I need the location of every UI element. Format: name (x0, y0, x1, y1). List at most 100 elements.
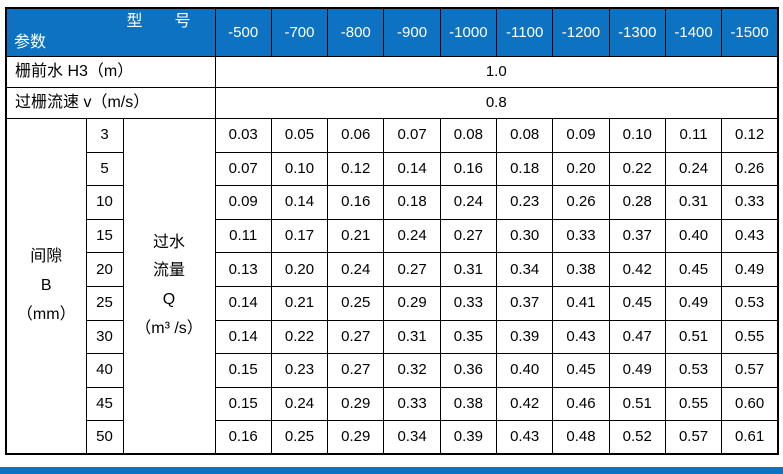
flow-value-cell: 0.21 (327, 218, 385, 254)
model-header-cell: -1400 (664, 7, 723, 57)
data-row: 20 0.13 0.20 0.24 0.27 0.31 0.34 0.38 0.42 0.45 0.… (6, 252, 779, 287)
flow-value-cell: 0.15 (214, 386, 272, 422)
flow-value-cell: 0.24 (664, 151, 723, 187)
flow-value-cell: 0.57 (721, 353, 779, 388)
flow-value-cell: 0.24 (270, 386, 329, 422)
gap-value-cell: 15 (85, 218, 124, 254)
flow-value-cell: 0.14 (214, 319, 272, 355)
flow-value-cell: 0.29 (383, 285, 441, 321)
flow-value-cell: 0.60 (721, 386, 779, 422)
flow-value-cell: 0.35 (439, 319, 498, 355)
flow-value-cell: 0.45 (664, 252, 723, 287)
flow-value-cell: 0.31 (439, 252, 498, 287)
flow-value-cell: 0.17 (270, 218, 329, 254)
gap-value-cell: 30 (85, 319, 124, 355)
flow-value-cell: 0.23 (496, 185, 554, 220)
gap-value-cell: 40 (85, 353, 124, 388)
flow-value-cell: 0.14 (383, 151, 441, 187)
flow-value-cell: 0.26 (552, 185, 610, 220)
model-header-cell: -1000 (439, 7, 498, 57)
flow-value-cell: 0.20 (552, 151, 610, 187)
flow-value-cell: 0.26 (721, 151, 779, 187)
flow-value-cell: 0.15 (214, 353, 272, 388)
bottom-blue-bar (0, 467, 783, 474)
model-header-cell: -900 (383, 7, 441, 57)
flow-value-cell: 0.51 (608, 386, 666, 422)
param-value-water-depth: 1.0 (214, 56, 779, 88)
data-row: 5 0.07 0.10 0.12 0.14 0.16 0.18 0.20 0.22 0.24 0.2… (6, 151, 779, 187)
flow-value-cell: 0.18 (496, 151, 554, 187)
flow-value-cell: 0.13 (214, 252, 272, 287)
flow-value-cell: 0.07 (214, 151, 272, 187)
param-value-velocity: 0.8 (214, 87, 779, 119)
flow-value-cell: 0.25 (270, 420, 329, 455)
corner-header-cell: 型 号 参数 (5, 7, 216, 57)
flow-value-cell: 0.09 (214, 185, 272, 220)
gap-value-cell: 45 (85, 386, 124, 422)
flow-value-cell: 0.40 (664, 218, 723, 254)
flow-column-header: 过水 流量 Q （m³ /s） (122, 118, 216, 455)
flow-value-cell: 0.49 (721, 252, 779, 287)
flow-value-cell: 0.31 (664, 185, 723, 220)
flow-value-cell: 0.14 (214, 285, 272, 321)
flow-value-cell: 0.09 (552, 118, 610, 153)
gap-value-cell: 20 (85, 252, 124, 287)
flow-value-cell: 0.03 (214, 118, 272, 153)
flow-value-cell: 0.24 (439, 185, 498, 220)
flow-value-cell: 0.20 (270, 252, 329, 287)
gap-value-cell: 25 (85, 285, 124, 321)
flow-value-cell: 0.41 (552, 285, 610, 321)
flow-value-cell: 0.10 (608, 118, 666, 153)
flow-value-cell: 0.12 (327, 151, 385, 187)
flow-value-cell: 0.16 (214, 420, 272, 455)
corner-param-label: 参数 (14, 33, 47, 51)
corner-model-label: 型 号 (126, 13, 191, 30)
flow-value-cell: 0.08 (439, 118, 498, 153)
model-header-cell: -800 (327, 7, 385, 57)
flow-value-cell: 0.34 (383, 420, 441, 455)
flow-value-cell: 0.06 (327, 118, 385, 153)
flow-value-cell: 0.27 (327, 353, 385, 388)
data-row: 间隙 B （mm） 3 过水 流量 Q （m³ /s） 0.03 0.05 0.06 0.0… (5, 118, 779, 455)
param-label-velocity: 过栅流速 v（m/s） (5, 87, 216, 119)
data-row: 15 0.11 0.17 0.21 0.24 0.27 0.30 0.33 0.37 0.40 0.… (6, 218, 779, 254)
flow-value-cell: 0.40 (496, 353, 554, 388)
spec-table: 型 号 参数 -500 -700 -800 -900 -1000 -1100 -1200 -1… (5, 7, 779, 456)
flow-value-cell: 0.29 (327, 386, 385, 422)
model-header-cell: -1100 (496, 7, 554, 57)
flow-value-cell: 0.28 (608, 185, 666, 220)
flow-value-cell: 0.52 (608, 420, 666, 455)
flow-value-cell: 0.53 (721, 285, 779, 321)
header-row: 型 号 参数 -500 -700 -800 -900 -1000 -1100 -1200 -1… (5, 7, 779, 57)
flow-value-cell: 0.46 (552, 386, 610, 422)
flow-value-cell: 0.22 (608, 151, 666, 187)
flow-value-cell: 0.42 (608, 252, 666, 287)
model-header-cell: -1500 (721, 7, 779, 57)
flow-value-cell: 0.16 (327, 185, 385, 220)
flow-value-cell: 0.38 (439, 386, 498, 422)
data-row: 30 0.14 0.22 0.27 0.31 0.35 0.39 0.43 0.47 0.51 0.… (6, 319, 779, 355)
flow-value-cell: 0.08 (496, 118, 554, 153)
flow-value-cell: 0.43 (552, 319, 610, 355)
gap-column-header: 间隙 B （mm） (5, 118, 87, 455)
flow-value-cell: 0.55 (721, 319, 779, 355)
flow-value-cell: 0.27 (439, 218, 498, 254)
flow-value-cell: 0.29 (327, 420, 385, 455)
model-header-cell: -1200 (552, 7, 610, 57)
flow-value-cell: 0.39 (439, 420, 498, 455)
flow-value-cell: 0.47 (608, 319, 666, 355)
flow-value-cell: 0.23 (270, 353, 329, 388)
flow-value-cell: 0.34 (496, 252, 554, 287)
model-header-cell: -700 (270, 7, 329, 57)
flow-value-cell: 0.24 (327, 252, 385, 287)
flow-value-cell: 0.14 (270, 185, 329, 220)
flow-value-cell: 0.49 (664, 285, 723, 321)
flow-value-cell: 0.22 (270, 319, 329, 355)
flow-value-cell: 0.51 (664, 319, 723, 355)
param-row-water-depth: 栅前水 H3（m） 1.0 (5, 56, 779, 88)
flow-value-cell: 0.55 (664, 386, 723, 422)
model-header-cell: -500 (214, 7, 272, 57)
flow-value-cell: 0.43 (721, 218, 779, 254)
flow-value-cell: 0.33 (721, 185, 779, 220)
